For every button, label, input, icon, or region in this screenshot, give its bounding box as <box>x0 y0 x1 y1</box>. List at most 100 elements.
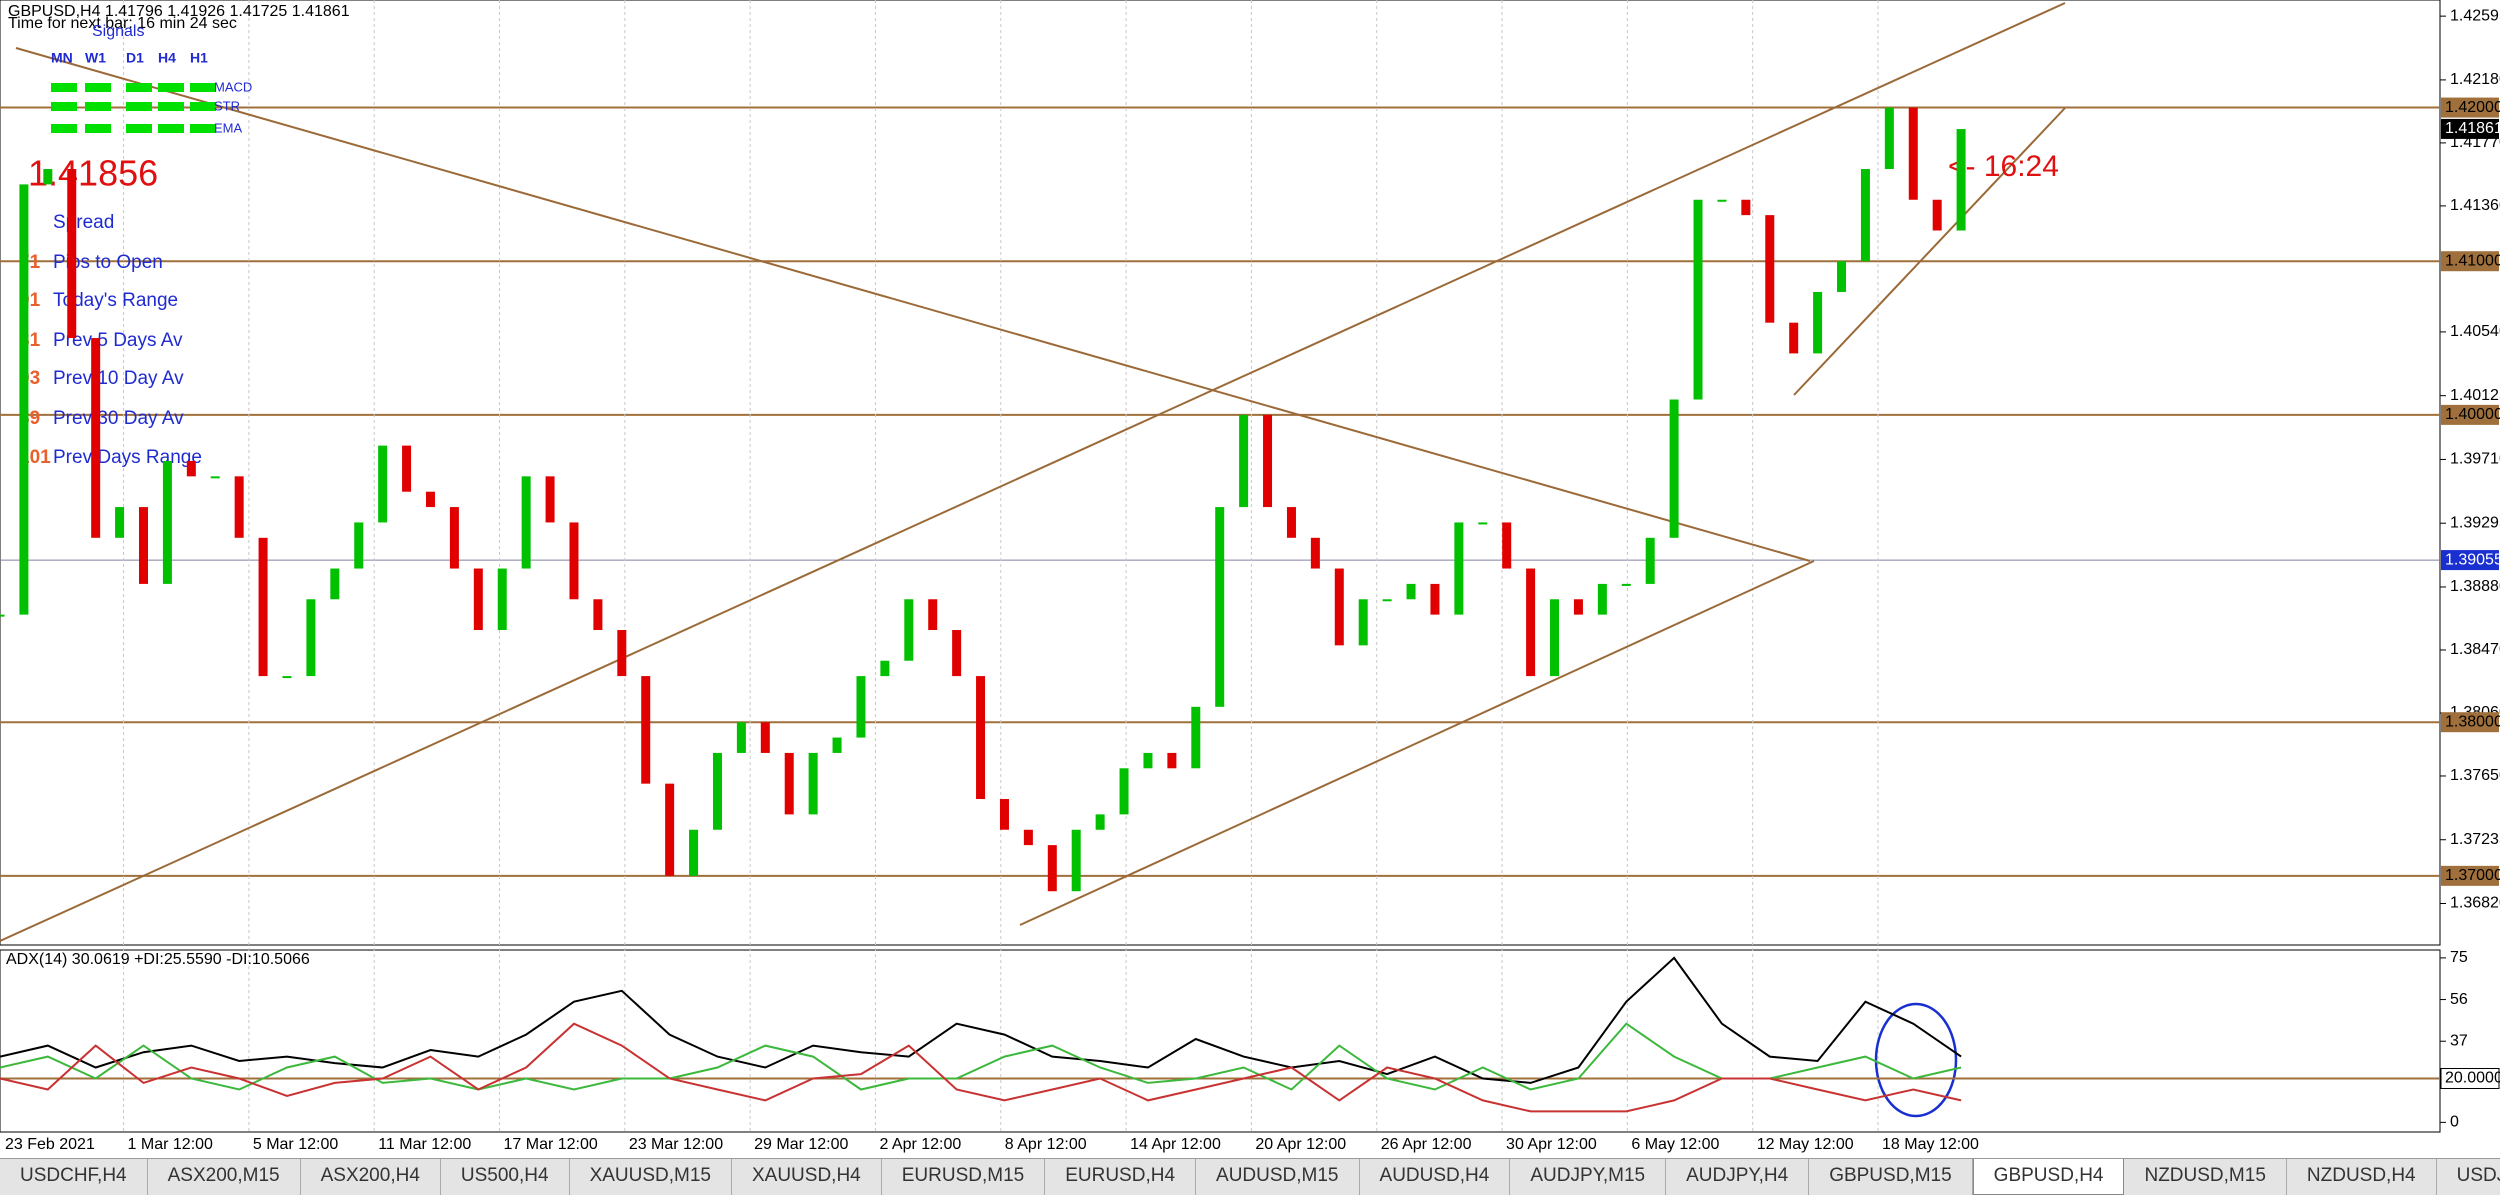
price-bar <box>1550 599 1560 677</box>
price-bar <box>665 783 675 876</box>
price-bar <box>1717 199 1727 202</box>
trend-lines <box>0 2 2066 942</box>
x-tick-label: 26 Apr 12:00 <box>1381 1136 1472 1153</box>
trend-line <box>1019 560 1815 926</box>
chart-tab[interactable]: NZDUSD,M15 <box>2124 1159 2287 1195</box>
price-bar <box>1502 522 1512 569</box>
price-bar <box>1573 599 1583 615</box>
chart-tab[interactable]: GBPUSD,M15 <box>1809 1159 1973 1195</box>
info-label: Pips to Open <box>53 252 163 273</box>
price-bar <box>904 599 914 661</box>
y-tick-label: 1.42595 <box>2450 7 2500 24</box>
chart-tab[interactable]: AUDUSD,H4 <box>1360 1159 1511 1195</box>
price-bar <box>1263 414 1273 508</box>
circle-highlight <box>1874 1002 1958 1118</box>
price-bar <box>760 722 770 753</box>
level-label: 1.40000 <box>2445 406 2500 423</box>
chart-tab[interactable]: EURUSD,H4 <box>1045 1159 1197 1195</box>
y-tick-label: 1.42180 <box>2450 71 2500 88</box>
price-bar <box>784 752 794 815</box>
signal-box <box>158 83 184 92</box>
adx-level-label: 20.0000 <box>2445 1070 2500 1087</box>
price-bar <box>976 676 986 800</box>
chart-tab[interactable]: USDCHF,H4 <box>0 1159 148 1195</box>
x-tick-label: 1 Mar 12:00 <box>128 1136 213 1153</box>
chart-tab[interactable]: ASX200,M15 <box>148 1159 301 1195</box>
timeframe-label: H1 <box>190 50 208 66</box>
price-bar <box>282 676 292 679</box>
info-label: Prev 10 Day Av <box>53 368 184 389</box>
signal-box <box>190 83 216 92</box>
chart-tab[interactable]: AUDJPY,H4 <box>1666 1159 1810 1195</box>
price-bar <box>1215 507 1225 707</box>
price-bar <box>1669 399 1679 538</box>
signal-box <box>158 102 184 111</box>
price-bar <box>1860 169 1870 262</box>
x-tick-label: 20 Apr 12:00 <box>1255 1136 1346 1153</box>
chart: GBPUSD,H4 1.41796 1.41926 1.41725 1.4186… <box>0 0 2500 1153</box>
price-bar <box>1837 261 1847 292</box>
info-label: Prev 30 Day Av <box>53 408 184 429</box>
info-label: Spread <box>53 212 114 233</box>
adx-level-box <box>2440 1067 2500 1089</box>
y-tick-label: 1.36820 <box>2450 895 2500 912</box>
level-label: 1.38000 <box>2445 713 2500 730</box>
chart-tab[interactable]: EURUSD,M15 <box>882 1159 1046 1195</box>
signal-box <box>51 124 77 133</box>
chart-tab[interactable]: USDJPY,M15 <box>2437 1159 2500 1195</box>
price-bar <box>1286 507 1296 538</box>
indicator-label: STR <box>214 98 240 113</box>
chart-tab[interactable]: AUDUSD,M15 <box>1196 1159 1360 1195</box>
chart-tab[interactable]: ASX200,H4 <box>301 1159 441 1195</box>
chart-tab[interactable]: AUDJPY,M15 <box>1510 1159 1667 1195</box>
signal-box <box>85 124 111 133</box>
tab-bar: USDCHF,H4 ASX200,M15 ASX200,H4 US500,H4 XAUU… <box>0 1158 2500 1195</box>
price-bar <box>306 599 316 677</box>
price-bar <box>1334 568 1344 646</box>
price-bar <box>1741 199 1751 216</box>
price-bar <box>497 568 507 630</box>
chart-tab[interactable]: XAUUSD,M15 <box>570 1159 732 1195</box>
chart-tab[interactable]: XAUUSD,H4 <box>732 1159 882 1195</box>
y-tick-label: 1.38470 <box>2450 641 2500 658</box>
chart-tab[interactable]: US500,H4 <box>441 1159 570 1195</box>
adx-line <box>0 1022 1962 1113</box>
timeframe-label: W1 <box>85 50 106 66</box>
price-bar <box>210 476 220 479</box>
trend-line <box>1793 107 2066 396</box>
chart-tab[interactable]: NZDUSD,H4 <box>2287 1159 2437 1195</box>
x-tick-label: 2 Apr 12:00 <box>879 1136 961 1153</box>
y-tick-label: 1.40125 <box>2450 387 2500 404</box>
x-tick-label: 11 Mar 12:00 <box>378 1136 471 1153</box>
price-bar <box>473 568 483 630</box>
price-bar <box>1406 583 1416 600</box>
signal-box <box>126 83 152 92</box>
price-bar <box>1119 768 1129 815</box>
info-label: Prev Days Range <box>53 447 202 468</box>
price-bar <box>43 169 53 185</box>
price-bar <box>1789 322 1799 354</box>
price-bar <box>689 829 699 876</box>
x-tick-label: 17 Mar 12:00 <box>504 1136 598 1153</box>
price-bar <box>1047 845 1057 892</box>
price-bar <box>712 752 722 830</box>
adx-line <box>0 1022 1962 1091</box>
signal-box <box>190 124 216 133</box>
x-tick-label: 5 Mar 12:00 <box>253 1136 338 1153</box>
signal-box <box>126 102 152 111</box>
last-box <box>2441 118 2499 139</box>
chart-tab[interactable]: GBPUSD,H4 <box>1972 1159 2125 1195</box>
price-bar <box>1884 107 1894 170</box>
bid-label: 1.39055 <box>2445 551 2500 568</box>
timeframe-label: D1 <box>126 50 144 66</box>
price-bar <box>378 445 388 523</box>
signal-box <box>190 102 216 111</box>
price-bar <box>1693 199 1703 400</box>
info-label: Prev 5 Days Av <box>53 330 183 351</box>
level-box <box>2441 404 2499 425</box>
adx-tick-label: 37 <box>2450 1032 2468 1049</box>
price-bar <box>1095 814 1105 830</box>
price-bar <box>162 460 172 584</box>
price-bar <box>999 799 1009 830</box>
